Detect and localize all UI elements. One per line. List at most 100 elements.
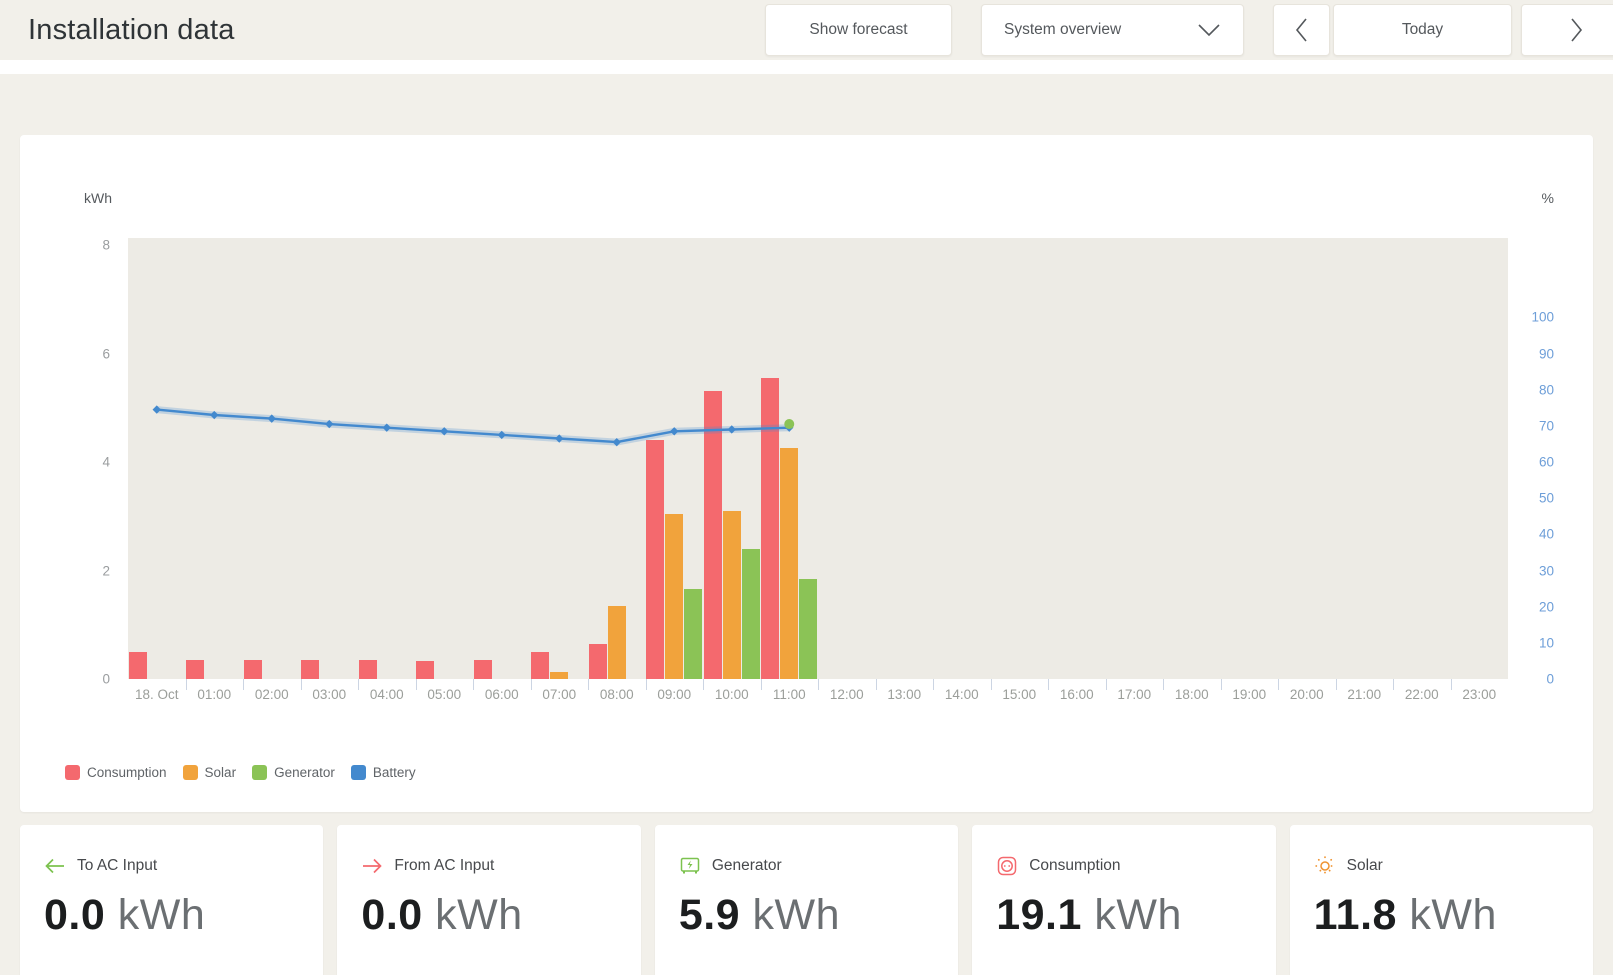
summary-card-to-ac-input: To AC Input 0.0 kWh <box>20 825 324 975</box>
consumption-bar <box>761 377 780 679</box>
legend-label: Generator <box>274 765 335 780</box>
power-socket-icon <box>996 855 1018 877</box>
x-axis-tick <box>185 679 187 690</box>
y-axis-right-tick: 70 <box>1538 418 1554 434</box>
header-controls: Show forecast System overview Today <box>765 4 1613 56</box>
x-axis-tick <box>300 679 302 690</box>
y-axis-left-tick: 2 <box>102 563 110 578</box>
x-axis-label: 08:00 <box>599 687 634 702</box>
chart-plot-area <box>128 238 1508 679</box>
x-axis-label: 04:00 <box>369 687 404 702</box>
legend-swatch <box>350 765 366 780</box>
card-label: Consumption <box>1029 857 1121 874</box>
x-axis-tick <box>760 679 762 690</box>
x-axis-label: 03:00 <box>312 687 347 702</box>
card-value: 0.0 kWh <box>44 891 206 939</box>
x-axis-tick <box>703 679 704 690</box>
consumption-bar <box>473 660 492 679</box>
previous-period-button[interactable] <box>1273 4 1330 56</box>
x-axis-tick <box>1278 679 1279 690</box>
legend-label: Consumption <box>87 765 167 780</box>
x-axis-label: 15:00 <box>1002 687 1037 702</box>
x-axis-label: 21:00 <box>1347 687 1382 702</box>
consumption-bar <box>301 660 320 679</box>
header-divider <box>0 60 1613 74</box>
x-axis-tick <box>1335 679 1337 690</box>
legend-item-consumption[interactable]: Consumption <box>65 765 167 780</box>
summary-card-from-ac-input: From AC Input 0.0 kWh <box>337 825 641 975</box>
x-axis-label: 02:00 <box>254 687 289 702</box>
card-label: Generator <box>711 857 782 874</box>
x-axis-tick <box>1220 679 1222 690</box>
legend-item-solar[interactable]: Solar <box>182 765 237 780</box>
system-overview-label: System overview <box>1004 21 1122 38</box>
solar-bar <box>780 448 799 679</box>
x-axis-label: 09:00 <box>657 687 692 702</box>
legend-swatch <box>182 765 198 780</box>
generator-bar <box>684 589 703 679</box>
legend-label: Solar <box>204 765 237 780</box>
y-axis-right-tick: 100 <box>1531 309 1554 325</box>
chevron-down-icon <box>1198 24 1220 37</box>
x-axis-tick <box>1163 679 1164 690</box>
generator-bar <box>799 578 818 679</box>
card-label: From AC Input <box>394 857 495 874</box>
card-label: To AC Input <box>77 857 158 874</box>
today-button[interactable]: Today <box>1333 4 1512 56</box>
page-title: Installation data <box>28 13 235 46</box>
x-axis-tick <box>358 679 359 690</box>
system-overview-dropdown[interactable]: System overview <box>981 4 1244 56</box>
chart-legend: Consumption Solar Generator Battery <box>65 765 432 780</box>
summary-card-solar: Solar 11.8 kWh <box>1289 825 1594 975</box>
x-axis-tick <box>990 679 992 690</box>
summary-cards-row: To AC Input 0.0 kWh From AC Input 0.0 kW… <box>20 825 1594 975</box>
solar-bar <box>665 513 684 679</box>
card-value: 5.9 kWh <box>678 891 841 939</box>
x-axis-tick <box>415 679 417 690</box>
x-axis-label: 14:00 <box>944 687 979 702</box>
x-axis-label: 06:00 <box>484 687 519 702</box>
card-value: 0.0 kWh <box>361 891 523 939</box>
next-period-button[interactable] <box>1521 4 1613 56</box>
chevron-right-icon <box>1570 18 1582 42</box>
legend-item-generator[interactable]: Generator <box>252 765 335 780</box>
show-forecast-button[interactable]: Show forecast <box>765 4 952 56</box>
generator-icon <box>679 855 701 877</box>
legend-item-battery[interactable]: Battery <box>350 765 416 780</box>
x-axis-label: 13:00 <box>887 687 922 702</box>
solar-bar <box>550 671 569 679</box>
y-axis-right-tick: 80 <box>1538 382 1554 398</box>
consumption-bar <box>186 660 205 679</box>
y-axis-right-tick: 60 <box>1538 454 1554 470</box>
y-axis-right-tick: 10 <box>1538 635 1554 651</box>
x-axis-label: 23:00 <box>1462 687 1497 702</box>
consumption-bar <box>416 661 435 679</box>
legend-label: Battery <box>372 765 416 780</box>
consumption-bar <box>531 651 550 679</box>
left-axis-unit: kWh <box>84 190 112 206</box>
arrow-right-icon <box>361 855 383 877</box>
x-axis-label: 22:00 <box>1404 687 1439 702</box>
x-axis-tick <box>473 679 474 690</box>
card-label: Solar <box>1346 857 1383 874</box>
x-axis-tick <box>875 679 877 690</box>
x-axis-label: 17:00 <box>1117 687 1152 702</box>
x-axis-tick <box>243 679 244 690</box>
consumption-bar <box>703 391 722 679</box>
legend-swatch <box>65 765 80 780</box>
x-axis-label: 12:00 <box>829 687 864 702</box>
consumption-bar <box>243 660 262 679</box>
solar-bar <box>722 510 741 679</box>
x-axis-label: 05:00 <box>427 687 462 702</box>
card-value: 19.1 kWh <box>996 891 1182 939</box>
consumption-bar <box>646 440 665 679</box>
x-axis-tick <box>818 679 819 690</box>
generator-bar <box>741 548 760 679</box>
x-axis-label: 10:00 <box>714 687 749 702</box>
x-axis-tick <box>933 679 934 690</box>
x-axis-tick <box>530 679 532 690</box>
y-axis-right-tick: 20 <box>1538 599 1554 615</box>
y-axis-right-tick: 0 <box>1546 671 1554 687</box>
x-axis-tick <box>1393 679 1394 690</box>
x-axis-tick <box>645 679 647 690</box>
